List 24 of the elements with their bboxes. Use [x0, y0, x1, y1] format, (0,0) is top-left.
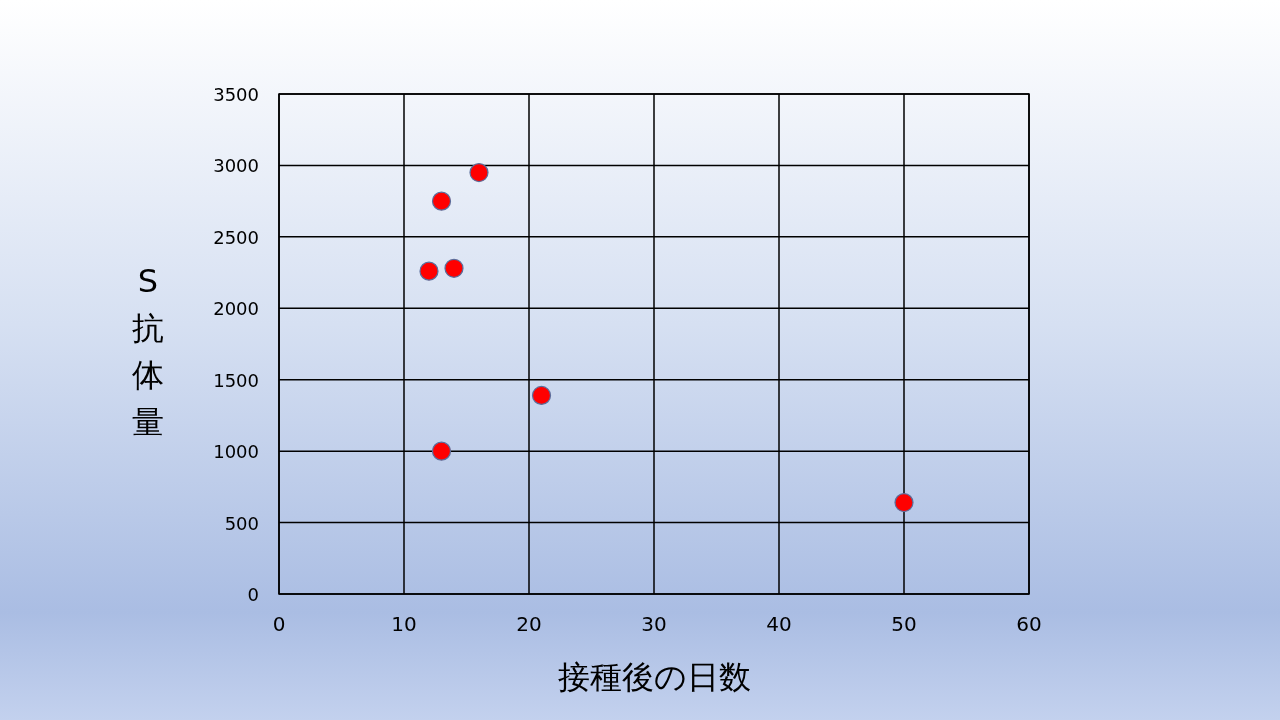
x-tick-label: 10 — [391, 612, 417, 636]
point — [531, 385, 552, 406]
point — [431, 441, 452, 461]
x-tick-label: 60 — [1016, 612, 1042, 636]
x-tick-label: 40 — [766, 612, 792, 636]
x-tick-label: 30 — [641, 612, 667, 636]
x-tick-label: 50 — [891, 612, 917, 636]
y-tick-label: 3500 — [213, 84, 259, 105]
x-tick-label: 0 — [272, 612, 286, 636]
y-tick-label: 3000 — [213, 155, 259, 177]
y-tick-label: 2000 — [213, 298, 259, 320]
x-tick-label: 20 — [516, 612, 542, 636]
y-axis-title: S抗体量 — [132, 262, 164, 441]
y-tick-label: 2500 — [213, 226, 259, 248]
point — [431, 191, 452, 211]
y-tick-label: 1000 — [213, 441, 259, 463]
point — [419, 261, 439, 281]
x-axis-title: 接種後の日数 — [557, 658, 751, 696]
y-tick-label: 500 — [224, 512, 259, 534]
y-tick-label: 0 — [247, 584, 259, 605]
y-tick-label: 1500 — [213, 369, 259, 391]
point — [444, 258, 464, 278]
point — [894, 492, 914, 513]
point — [469, 162, 489, 183]
